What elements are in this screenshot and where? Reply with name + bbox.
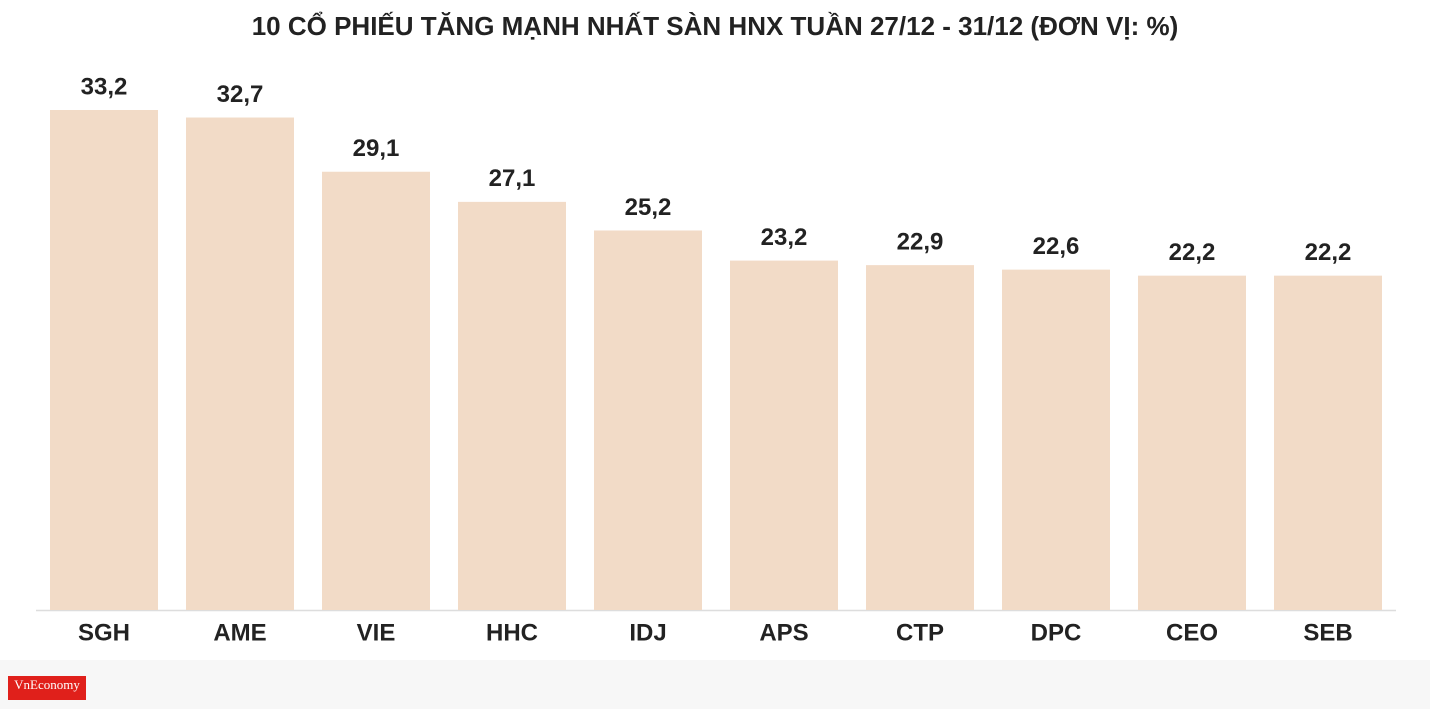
chart-title: 10 CỔ PHIẾU TĂNG MẠNH NHẤT SÀN HNX TUẦN … <box>252 11 1179 41</box>
value-label: 33,2 <box>81 73 128 100</box>
x-tick-label: CTP <box>896 619 944 646</box>
value-label: 32,7 <box>217 81 264 108</box>
x-tick-label: IDJ <box>629 619 666 646</box>
logo: VnEconomy <box>14 677 80 692</box>
bar <box>866 265 974 610</box>
bar <box>1002 269 1110 610</box>
footer-strip <box>0 660 1430 709</box>
bar <box>1274 275 1382 610</box>
x-tick-label: AME <box>213 619 266 646</box>
bar <box>594 230 702 610</box>
x-tick-label: VIE <box>357 619 396 646</box>
x-tick-label: APS <box>759 619 808 646</box>
value-label: 22,6 <box>1033 233 1080 260</box>
bar <box>322 171 430 610</box>
value-label: 25,2 <box>625 194 672 221</box>
bar <box>458 201 566 610</box>
value-label: 27,1 <box>489 165 536 192</box>
x-tick-label: HHC <box>486 619 538 646</box>
value-label: 22,2 <box>1305 239 1352 266</box>
value-label: 23,2 <box>761 224 808 251</box>
bar <box>730 260 838 610</box>
x-tick-label: SGH <box>78 619 130 646</box>
bar <box>50 110 158 610</box>
bar <box>186 117 294 610</box>
value-label: 29,1 <box>353 135 400 162</box>
value-label: 22,2 <box>1169 239 1216 266</box>
bar <box>1138 275 1246 610</box>
logo-box <box>8 676 86 700</box>
x-tick-label: CEO <box>1166 619 1218 646</box>
value-label: 22,9 <box>897 228 944 255</box>
x-tick-label: DPC <box>1031 619 1082 646</box>
x-tick-label: SEB <box>1303 619 1352 646</box>
